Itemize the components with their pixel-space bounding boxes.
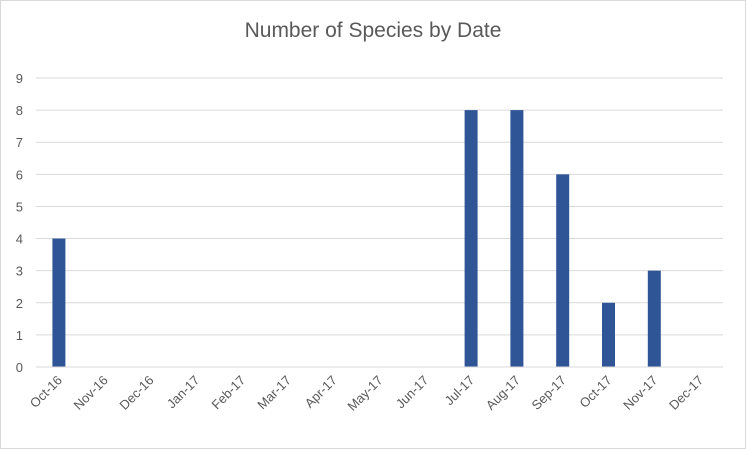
y-tick-label: 6 — [16, 167, 23, 182]
x-tick-label: Nov-16 — [71, 373, 111, 413]
x-tick-label: Jul-17 — [442, 373, 478, 409]
x-tick-label: Jun-17 — [393, 373, 432, 412]
x-tick-label: Oct-17 — [576, 373, 614, 411]
y-tick-label: 8 — [16, 103, 23, 118]
x-tick-label: Nov-17 — [620, 373, 660, 413]
y-axis-ticks: 0 1 2 3 4 5 6 7 8 9 — [16, 71, 23, 375]
y-tick-label: 9 — [16, 71, 23, 86]
y-tick-label: 4 — [16, 232, 23, 247]
y-tick-label: 3 — [16, 264, 23, 279]
y-tick-label: 0 — [16, 360, 23, 375]
y-tick-label: 7 — [16, 135, 23, 150]
bar-Oct-17 — [602, 302, 615, 367]
bar-Jul-17 — [464, 110, 478, 367]
x-tick-label: Apr-17 — [302, 373, 340, 411]
x-tick-label: Sep-17 — [529, 373, 569, 413]
x-tick-label: May-17 — [344, 373, 385, 414]
y-tick-label: 2 — [16, 296, 23, 311]
bar-Aug-17 — [510, 110, 524, 367]
x-tick-label: Dec-17 — [666, 373, 706, 413]
x-axis-ticks: Oct-16 Nov-16 Dec-16 Jan-17 Feb-17 Mar-17 Apr-… — [27, 373, 706, 414]
y-tick-label: 5 — [16, 199, 23, 214]
x-tick-label: Dec-16 — [116, 373, 156, 413]
gridlines — [36, 77, 723, 336]
x-tick-label: Jan-17 — [164, 373, 203, 412]
x-tick-label: Mar-17 — [254, 373, 294, 413]
x-tick-label: Oct-16 — [27, 373, 65, 411]
x-tick-label: Aug-17 — [483, 373, 523, 413]
y-tick-label: 1 — [16, 328, 23, 343]
bar-Oct-16 — [52, 238, 66, 367]
bar-Nov-17 — [647, 270, 661, 367]
bar-Sep-17 — [556, 174, 570, 367]
chart-title: Number of Species by Date — [244, 19, 502, 42]
x-tick-label: Feb-17 — [208, 373, 248, 413]
bars — [52, 110, 661, 367]
